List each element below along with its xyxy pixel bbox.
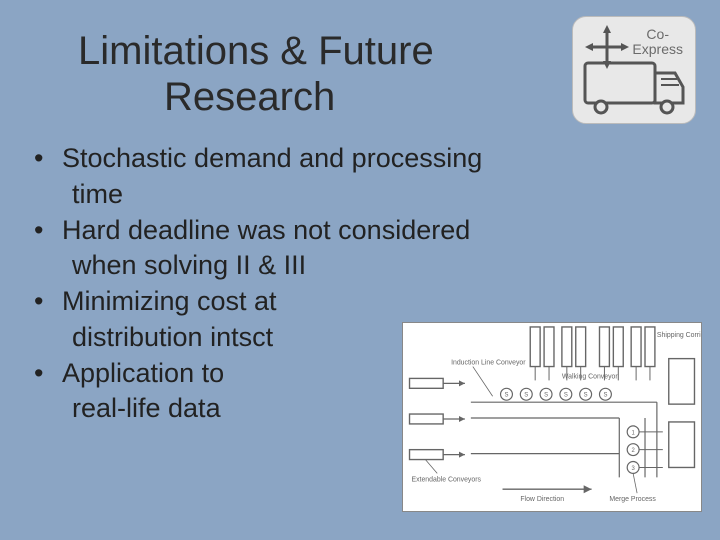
bullet-dot: •: [34, 214, 62, 248]
svg-text:Induction Line Conveyor: Induction Line Conveyor: [451, 360, 526, 367]
svg-text:2: 2: [631, 448, 634, 454]
truck-icon: [583, 59, 687, 115]
bullet-text: Stochastic demand and processing: [62, 142, 482, 176]
bullet-dot: •: [34, 285, 62, 319]
slide-title: Limitations & Future Research: [0, 0, 480, 120]
bullet-cont-text: real-life data: [62, 392, 221, 426]
svg-text:S: S: [505, 393, 509, 399]
svg-text:S: S: [524, 393, 528, 399]
bullet-cont: when solving II & III: [34, 249, 720, 283]
bullet-item: • Stochastic demand and processing: [34, 142, 720, 176]
title-line-1: Limitations & Future: [78, 29, 434, 73]
bullet-cont: time: [34, 178, 720, 212]
bullet-item: • Minimizing cost at: [34, 285, 720, 319]
bullet-text: Application to: [62, 357, 224, 391]
distribution-diagram: SSSSSS123Induction Line ConveyorExtendab…: [402, 322, 702, 512]
bullet-cont-text: distribution intsct: [62, 321, 273, 355]
svg-text:S: S: [603, 393, 607, 399]
svg-text:S: S: [584, 393, 588, 399]
svg-text:Extendable Conveyors: Extendable Conveyors: [411, 476, 481, 483]
bullet-text: Hard deadline was not considered: [62, 214, 470, 248]
bullet-dot: •: [34, 357, 62, 391]
svg-text:Merge Process: Merge Process: [609, 496, 656, 503]
svg-text:Walking Conveyor: Walking Conveyor: [562, 373, 618, 380]
bullet-cont-text: time: [62, 178, 123, 212]
svg-text:1: 1: [631, 430, 634, 436]
title-line-2: Research: [78, 75, 335, 119]
svg-text:Shipping Corridor: Shipping Corridor: [657, 332, 702, 339]
bullet-cont-text: when solving II & III: [62, 249, 306, 283]
bullet-dot: •: [34, 142, 62, 176]
logo-line-1: Co-: [646, 26, 669, 42]
bullet-item: • Hard deadline was not considered: [34, 214, 720, 248]
svg-text:S: S: [544, 393, 548, 399]
logo-line-2: Express: [632, 41, 683, 57]
svg-text:Flow Direction: Flow Direction: [520, 496, 564, 503]
svg-text:S: S: [564, 393, 568, 399]
bullet-text: Minimizing cost at: [62, 285, 277, 319]
logo-text: Co- Express: [632, 27, 683, 58]
logo-box: Co- Express: [572, 16, 696, 124]
